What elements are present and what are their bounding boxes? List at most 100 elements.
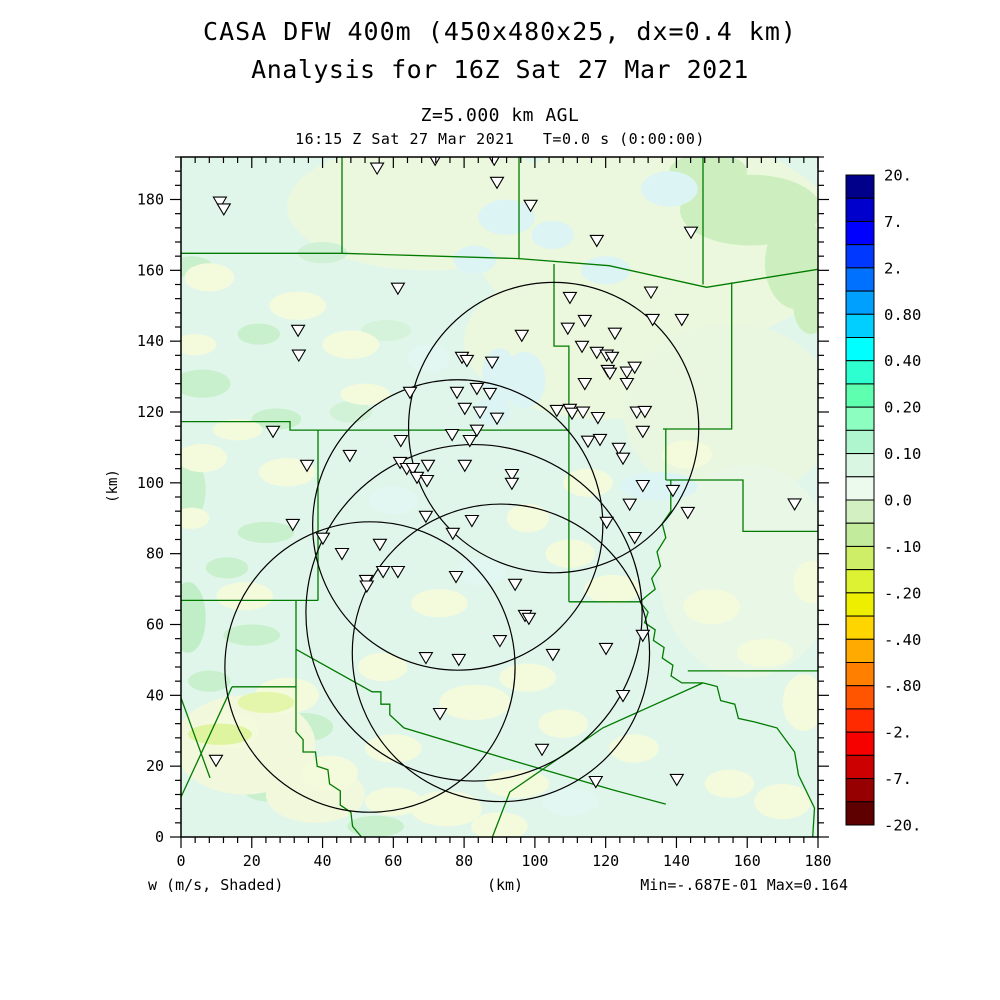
- station-marker: [580, 435, 596, 449]
- x-tick-label: 160: [734, 852, 761, 870]
- station-marker: [545, 648, 561, 662]
- level-label: Z=5.000 km AGL: [420, 105, 580, 126]
- station-marker: [504, 477, 520, 491]
- colorbar-label: -2.: [884, 724, 912, 742]
- shading-patch: [184, 263, 235, 292]
- shading-patch: [485, 769, 550, 799]
- station-marker: [680, 506, 696, 520]
- colorbar-segment: [845, 615, 875, 640]
- range-ring: [407, 281, 700, 574]
- y-tick-label: 160: [137, 261, 164, 279]
- shading-patch: [269, 291, 327, 320]
- station-marker: [212, 196, 228, 210]
- colorbar-segment: [845, 406, 875, 431]
- shading-patch: [453, 245, 496, 274]
- station-marker: [627, 531, 643, 545]
- station-marker: [602, 367, 618, 381]
- station-marker: [575, 406, 591, 420]
- x-tick-label: 180: [804, 852, 831, 870]
- shading-patch: [407, 344, 450, 374]
- colorbar-segment: [845, 174, 875, 199]
- station-marker: [334, 547, 350, 561]
- colorbar-segment: [845, 731, 875, 756]
- station-marker: [449, 386, 465, 400]
- colorbar-segment: [845, 522, 875, 547]
- shading-patch: [181, 369, 231, 398]
- station-marker: [615, 452, 631, 466]
- station-marker: [665, 484, 681, 498]
- shading-patch: [619, 472, 698, 501]
- shading-patch: [506, 504, 550, 533]
- colorbar-label: -7.: [884, 770, 912, 788]
- shading-patch: [793, 277, 818, 335]
- county-line: [181, 420, 569, 431]
- shading-patch: [580, 256, 631, 285]
- colorbar-label: 7.: [884, 213, 903, 231]
- page-subtitle: Analysis for 16Z Sat 27 Mar 2021: [251, 55, 749, 84]
- station-marker: [489, 176, 505, 190]
- station-marker: [484, 356, 500, 370]
- station-marker: [418, 510, 434, 524]
- station-marker: [342, 449, 358, 463]
- x-tick-label: 140: [663, 852, 690, 870]
- station-marker: [444, 428, 460, 442]
- colorbar-label: -.40: [884, 631, 921, 649]
- range-ring: [305, 443, 643, 782]
- station-marker: [451, 653, 467, 667]
- shading-patch: [754, 783, 811, 820]
- y-tick-label: 20: [146, 757, 164, 775]
- range-ring: [312, 379, 604, 671]
- shading-patch: [411, 589, 468, 618]
- station-marker: [521, 612, 537, 626]
- radar-range-rings: [224, 281, 700, 813]
- shading-patch: [531, 220, 574, 250]
- station-marker: [534, 743, 550, 757]
- shading-patch: [471, 812, 528, 837]
- shading-patch: [287, 157, 571, 271]
- shading-patch: [439, 684, 511, 721]
- station-marker: [523, 199, 539, 213]
- x-tick-label: 60: [384, 852, 402, 870]
- axis-tick-labels: 0 20 40 60 80 100 120 140 160 180 0 20 40 60 80 100 120 1…: [137, 191, 832, 871]
- station-marker: [457, 459, 473, 473]
- shading-patch: [181, 443, 227, 473]
- county-line: [702, 682, 816, 837]
- colorbar-label: -.10: [884, 538, 921, 556]
- station-marker: [590, 411, 606, 425]
- station-marker: [390, 565, 406, 579]
- shading-patch: [658, 465, 818, 678]
- colorbar-segment: [845, 453, 875, 478]
- station-marker: [562, 291, 578, 305]
- station-marker: [643, 286, 659, 300]
- station-marker: [507, 578, 523, 592]
- range-ring: [224, 521, 516, 813]
- county-line: [181, 686, 233, 798]
- station-marker: [574, 340, 590, 354]
- shading-patch: [474, 397, 511, 427]
- y-tick-label: 120: [137, 403, 164, 421]
- station-marker: [375, 565, 391, 579]
- station-marker: [315, 532, 331, 546]
- shading-patch: [329, 401, 373, 423]
- colorbar: 20. 7. 2. 0.80 0.40 0.20 0.10 0.0 -.10 -.20 -.40 -.…: [845, 167, 921, 835]
- shading-patch: [237, 323, 281, 345]
- colorbar-segment: [845, 499, 875, 524]
- shading-patch: [478, 199, 535, 235]
- county-line: [295, 600, 362, 837]
- station-marker: [208, 754, 224, 768]
- colorbar-segment: [845, 244, 875, 269]
- shading-patch: [662, 440, 712, 469]
- shading-patch: [251, 408, 302, 430]
- shading-patch: [347, 815, 404, 837]
- colorbar-label: 2.: [884, 259, 903, 277]
- colorbar-label: -.80: [884, 677, 921, 695]
- colorbar-segment: [845, 592, 875, 617]
- station-marker: [420, 459, 436, 473]
- colorbar-label: 0.0: [884, 492, 912, 510]
- station-marker: [489, 412, 505, 426]
- y-tick-label: 80: [146, 545, 164, 563]
- station-marker: [393, 434, 409, 448]
- shading-patch: [584, 574, 642, 604]
- colorbar-segment: [845, 545, 875, 571]
